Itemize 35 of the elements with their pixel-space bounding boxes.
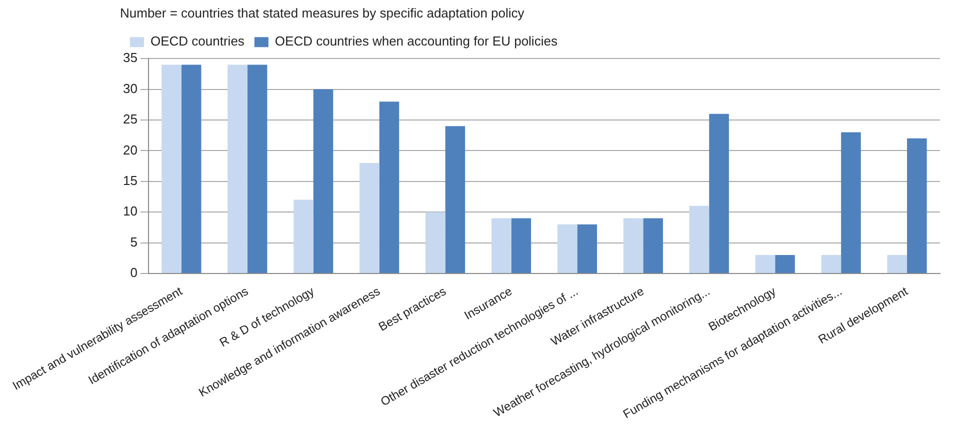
bar <box>379 102 400 273</box>
bar <box>887 255 908 273</box>
bar <box>821 255 842 273</box>
bar <box>907 138 927 273</box>
bar <box>426 212 446 273</box>
y-tick-label: 30 <box>122 80 138 96</box>
bar <box>294 200 314 273</box>
y-tick-label: 5 <box>130 234 138 250</box>
y-tick-label: 25 <box>122 112 138 127</box>
bar <box>577 224 597 273</box>
bar <box>709 114 729 273</box>
y-tick-label: 0 <box>130 265 138 280</box>
bar <box>775 255 795 273</box>
y-tick-label: 35 <box>122 50 138 66</box>
chart-title: Number = countries that stated measures by specific adaptation policy <box>120 5 525 20</box>
bar <box>247 64 268 273</box>
bar <box>511 218 532 273</box>
bar <box>228 64 248 273</box>
bar <box>643 218 663 273</box>
bar <box>755 255 776 273</box>
bar <box>557 224 578 273</box>
bar <box>689 206 710 273</box>
y-tick-label: 20 <box>122 142 138 158</box>
legend-label: OECD countries <box>150 34 245 49</box>
legend-label: OECD countries when accounting for EU policies <box>274 34 558 49</box>
bar <box>360 162 380 273</box>
bar <box>162 64 182 273</box>
y-tick-label: 15 <box>122 172 138 188</box>
bar <box>841 132 861 273</box>
y-tick-label: 10 <box>122 204 138 219</box>
bar <box>623 218 644 273</box>
bar <box>313 89 334 273</box>
bar <box>445 126 466 273</box>
bar <box>491 218 512 273</box>
bar <box>181 64 202 273</box>
